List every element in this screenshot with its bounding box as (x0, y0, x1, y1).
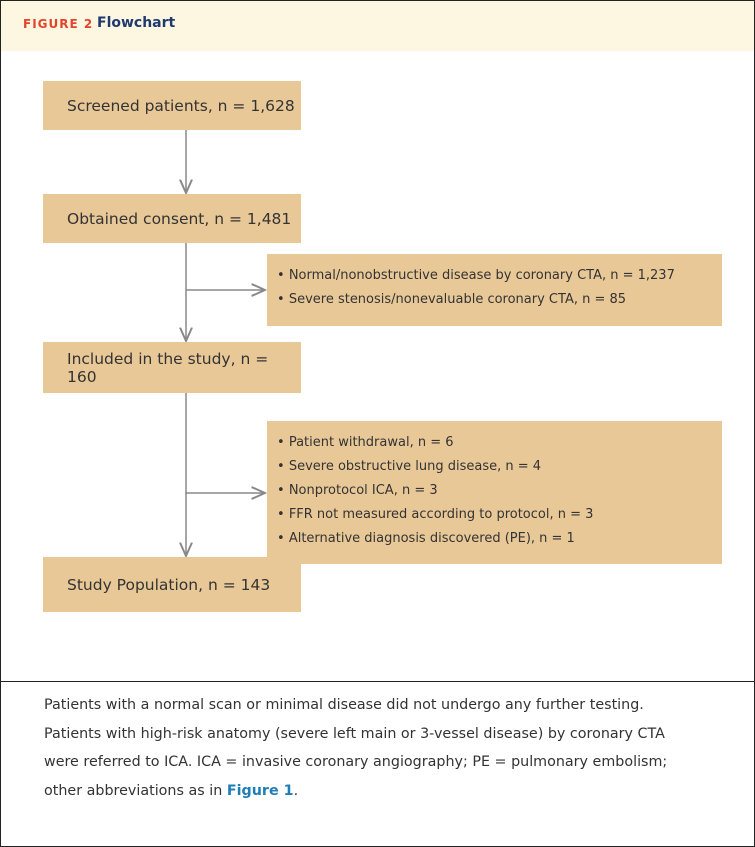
caption-line: Patients with high-risk anatomy (severe … (44, 720, 667, 749)
exclusion-text: Nonprotocol ICA, n = 3 (288, 483, 438, 498)
flow-node: Screened patients, n = 1,628 (43, 81, 301, 130)
exclusion-text: Alternative diagnosis discovered (PE), n… (288, 531, 575, 546)
exclusion-text: FFR not measured according to protocol, … (288, 507, 594, 522)
figure-title: Flowchart (97, 15, 176, 31)
flow-node: Obtained consent, n = 1,481 (43, 194, 301, 243)
exclusion-item: • Patient withdrawal, n = 6 (277, 435, 454, 450)
exclusion-text: Severe stenosis/nonevaluable coronary CT… (288, 292, 627, 307)
exclusion-text: Normal/nonobstructive disease by coronar… (288, 268, 675, 283)
connectors (1, 130, 754, 681)
caption-line: were referred to ICA. ICA = invasive cor… (44, 748, 667, 777)
exclusion-box: • Normal/nonobstructive disease by coron… (267, 254, 722, 326)
exclusion-item: • Severe stenosis/nonevaluable coronary … (277, 292, 627, 307)
exclusion-item: • Severe obstructive lung disease, n = 4 (277, 459, 542, 474)
exclusion-item: • Normal/nonobstructive disease by coron… (277, 268, 675, 283)
separator (1, 681, 754, 682)
figure-header: FIGURE 2 Flowchart (1, 1, 754, 51)
exclusion-item: • Nonprotocol ICA, n = 3 (277, 483, 438, 498)
flow-node: Study Population, n = 143 (43, 557, 301, 612)
caption-text: Patients with a normal scan or minimal d… (44, 697, 644, 713)
exclusion-text: Severe obstructive lung disease, n = 4 (288, 459, 542, 474)
caption-end: . (293, 782, 299, 799)
flow-node: Included in the study, n = 160 (43, 342, 301, 393)
exclusion-box: • Patient withdrawal, n = 6 • Severe obst… (267, 421, 722, 564)
caption: Patients with a normal scan or minimal d… (44, 691, 667, 805)
exclusion-item: • FFR not measured according to protocol… (277, 507, 594, 522)
figure-link[interactable]: Figure 1 (226, 782, 294, 799)
exclusion-text: Patient withdrawal, n = 6 (288, 435, 454, 450)
caption-line: Patients with a normal scan or minimal d… (44, 691, 667, 720)
caption-text: were referred to ICA. ICA = invasive cor… (44, 754, 668, 770)
caption-text: Patients with high-risk anatomy (severe … (44, 725, 665, 742)
exclusion-item: • Alternative diagnosis discovered (PE),… (277, 531, 575, 546)
caption-line: other abbreviations as in Figure 1. (44, 777, 667, 806)
figure-label: FIGURE 2 (23, 17, 94, 31)
caption-text: other abbreviations as in (44, 782, 223, 799)
